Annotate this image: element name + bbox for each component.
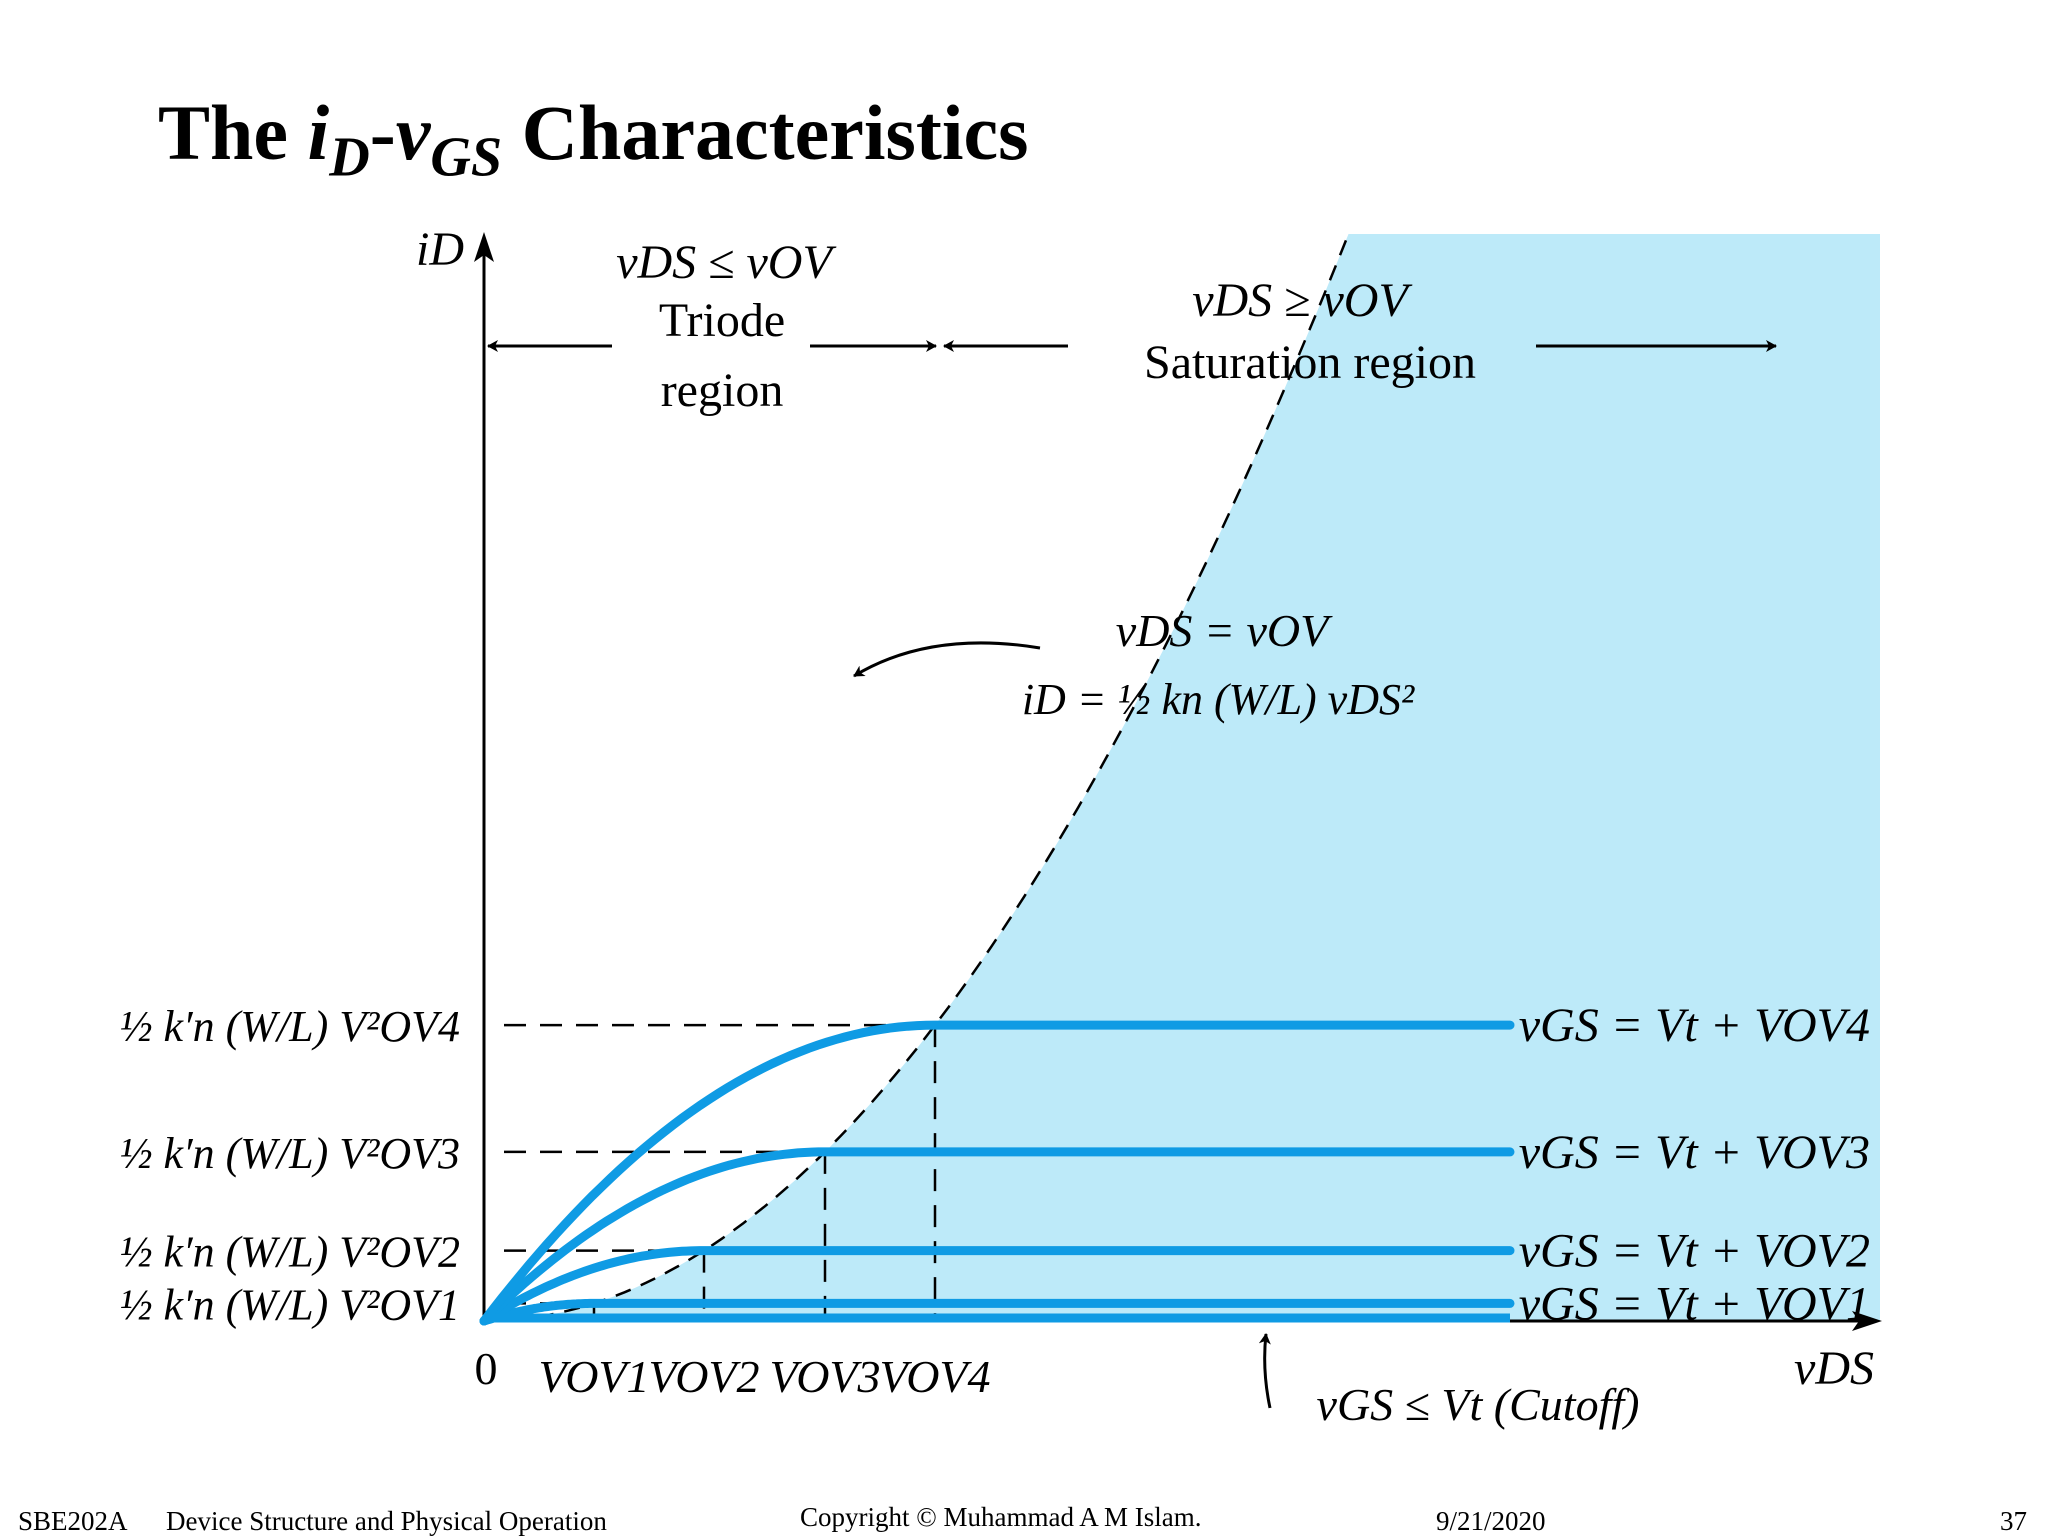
- boundary-annotation-line2: iD = ½ kn (W/L) vDS²: [1022, 675, 1415, 724]
- footer-course: SBE202A: [18, 1506, 128, 1536]
- boundary-annotation-line1: vDS = vOV: [1116, 605, 1333, 656]
- curve-vov4: [479, 1020, 1515, 1326]
- x-label-vov2: VOV2: [648, 1351, 759, 1402]
- saturation-region-fill: [484, 234, 1880, 1321]
- x-axis-label: vDS: [1794, 1342, 1874, 1395]
- footer-date: 9/21/2020: [1436, 1506, 1546, 1536]
- y-label-vov3: ½ k′n (W/L) V²OV3: [119, 1129, 460, 1178]
- curve-vov2: [479, 1246, 1515, 1326]
- saturation-boundary-curve: [483, 233, 1350, 1323]
- curve-label-vov1: vGS = Vt + VOV1: [1519, 1277, 1870, 1330]
- x-label-vov1: VOV1: [538, 1351, 649, 1402]
- y-axis-arrow-icon: [474, 232, 494, 262]
- y-axis-label: iD: [416, 223, 464, 276]
- y-label-vov2: ½ k′n (W/L) V²OV2: [119, 1228, 460, 1277]
- triode-condition: vDS ≤ vOV: [616, 236, 836, 289]
- curve-label-vov2: vGS = Vt + VOV2: [1519, 1225, 1870, 1278]
- cutoff-arrow: [1258, 1333, 1272, 1409]
- y-label-vov1: ½ k′n (W/L) V²OV1: [119, 1280, 460, 1329]
- saturation-condition: vDS ≥ vOV: [1192, 274, 1412, 327]
- slide-title: The iD-vGS Characteristics: [158, 89, 1029, 189]
- x-label-vov3: VOV3: [769, 1351, 880, 1402]
- cutoff-label: vGS ≤ Vt (Cutoff): [1317, 1379, 1640, 1430]
- x-axis-arrow-icon: [1852, 1311, 1882, 1331]
- saturation-label: Saturation region: [1144, 336, 1476, 389]
- boundary-annotation-arrow: [853, 641, 1041, 678]
- curve-label-vov4: vGS = Vt + VOV4: [1519, 999, 1870, 1052]
- footer-copyright: Copyright © Muhammad A M Islam.: [800, 1502, 1202, 1532]
- curve-label-vov3: vGS = Vt + VOV3: [1519, 1126, 1870, 1179]
- x-label-vov4: VOV4: [879, 1351, 990, 1402]
- y-label-vov4: ½ k′n (W/L) V²OV4: [119, 1002, 460, 1051]
- footer-topic: Device Structure and Physical Operation: [166, 1506, 607, 1536]
- origin-label: 0: [475, 1343, 498, 1394]
- curve-vov3: [479, 1147, 1515, 1326]
- triode-label-line2: region: [661, 364, 784, 417]
- footer-page-number: 37: [2000, 1506, 2027, 1536]
- triode-label-line1: Triode: [659, 294, 785, 347]
